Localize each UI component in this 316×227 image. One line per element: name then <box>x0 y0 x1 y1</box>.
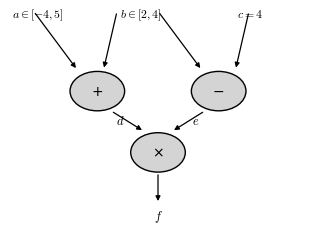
Text: ×: × <box>152 146 164 160</box>
Text: $c = 4$: $c = 4$ <box>237 8 263 21</box>
Text: $b \in [2, 4]$: $b \in [2, 4]$ <box>120 8 161 23</box>
Text: $d$: $d$ <box>116 115 124 128</box>
Text: $e$: $e$ <box>192 115 200 128</box>
Circle shape <box>191 72 246 111</box>
Circle shape <box>131 133 185 172</box>
Circle shape <box>70 72 125 111</box>
Text: −: − <box>213 85 224 99</box>
Text: +: + <box>92 85 103 99</box>
Text: $f$: $f$ <box>154 208 162 224</box>
Text: $a \in [-4, 5]$: $a \in [-4, 5]$ <box>12 8 64 23</box>
